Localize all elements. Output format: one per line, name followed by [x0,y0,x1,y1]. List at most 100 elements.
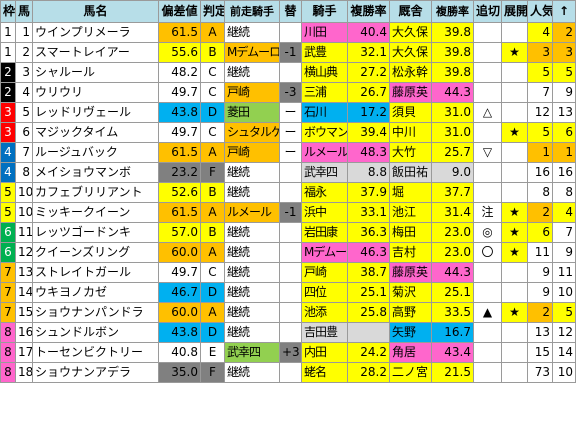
horse-name-cell: クイーンズリング [32,242,159,263]
grade-cell: F [200,162,225,183]
change-cell [279,22,302,43]
deviation-cell: 35.0 [158,362,201,383]
waku-cell: 8 [0,362,16,383]
header-dev: 偏差値 [158,0,201,23]
jockey-cell: 岩田康 [301,222,348,243]
table-row: 2 4 ウリウリ 49.7 C 戸崎 -3 三浦 26.7 藤原英 44.3 7 9 [0,82,576,103]
table-row: 5 10 カフェブリリアント 52.6 B 継続 福永 37.9 堀 37.7 8 8 [0,182,576,203]
horse-name-cell: ウリウリ [32,82,159,103]
tenkai-cell [501,22,528,43]
deviation-cell: 43.8 [158,322,201,343]
oikiri-cell: 〇 [473,242,502,263]
horse-name-cell: シュンドルボン [32,322,159,343]
table-row: 8 16 シュンドルボン 43.8 D 継続 吉田豊 矢野 16.7 13 12 [0,322,576,343]
horse-name-cell: ストレイトガール [32,262,159,283]
header-arrow: ↑ [552,0,576,23]
horse-name-cell: ミッキークイーン [32,202,159,223]
deviation-cell: 49.7 [158,262,201,283]
jockey-cell: 武豊 [301,42,348,63]
uma-cell: 2 [15,42,33,63]
trainer-cell: 松永幹 [389,62,432,83]
last-cell: 10 [552,282,576,303]
jockey-rate-cell: 25.1 [347,282,390,303]
popularity-cell: 15 [527,342,553,363]
oikiri-cell [473,362,502,383]
previous-jockey-cell: 継続 [224,222,280,243]
uma-cell: 16 [15,322,33,343]
tenkai-cell: ★ [501,242,528,263]
change-cell: -1 [279,202,302,223]
jockey-cell: 戸崎 [301,262,348,283]
grade-cell: A [200,22,225,43]
waku-cell: 3 [0,102,16,123]
oikiri-cell: ◎ [473,222,502,243]
trainer-cell: 大竹 [389,142,432,163]
grade-cell: C [200,82,225,103]
last-cell: 9 [552,242,576,263]
trainer-cell: 中川 [389,122,432,143]
tenkai-cell: ★ [501,42,528,63]
change-cell: -1 [279,42,302,63]
last-cell: 5 [552,62,576,83]
change-cell [279,162,302,183]
tenkai-cell [501,282,528,303]
jockey-cell: 石川 [301,102,348,123]
header-change: 替 [279,0,302,23]
table-row: 8 18 ショウナンアデラ 35.0 F 継続 蛯名 28.2 二ノ宮 21.5 73 10 [0,362,576,383]
change-cell [279,322,302,343]
previous-jockey-cell: 継続 [224,162,280,183]
grade-cell: E [200,342,225,363]
trainer-rate-cell: 43.4 [431,342,474,363]
horse-name-cell: ウキヨノカゼ [32,282,159,303]
previous-jockey-cell: 継続 [224,62,280,83]
last-cell: 6 [552,122,576,143]
deviation-cell: 43.8 [158,102,201,123]
jockey-rate-cell: 37.9 [347,182,390,203]
waku-cell: 2 [0,82,16,103]
popularity-cell: 8 [527,182,553,203]
jockey-cell: 三浦 [301,82,348,103]
jockey-rate-cell: 48.3 [347,142,390,163]
waku-cell: 8 [0,342,16,363]
jockey-rate-cell: 32.1 [347,42,390,63]
horse-name-cell: ウインプリメーラ [32,22,159,43]
last-cell: 12 [552,322,576,343]
jockey-cell: 浜中 [301,202,348,223]
previous-jockey-cell: 戸崎 [224,82,280,103]
jockey-rate-cell: 17.2 [347,102,390,123]
grade-cell: F [200,362,225,383]
grade-cell: A [200,202,225,223]
previous-jockey-cell: シュタルケ [224,122,280,143]
last-cell: 8 [552,182,576,203]
horse-name-cell: シャルール [32,62,159,83]
trainer-cell: 吉村 [389,242,432,263]
oikiri-cell: 注 [473,202,502,223]
popularity-cell: 9 [527,282,553,303]
popularity-cell: 1 [527,142,553,163]
header-oikiri: 追切 [473,0,502,23]
oikiri-cell [473,22,502,43]
header-popularity: 人気 [527,0,553,23]
waku-cell: 1 [0,42,16,63]
oikiri-cell [473,322,502,343]
waku-cell: 7 [0,262,16,283]
oikiri-cell [473,282,502,303]
horse-name-cell: ルージュバック [32,142,159,163]
table-row: 3 5 レッドリヴェール 43.8 D 菱田ー石川 17.2 須貝 31.0 △ 12 13 [0,102,576,123]
change-cell: -3 [279,82,302,103]
deviation-cell: 23.2 [158,162,201,183]
trainer-rate-cell: 31.0 [431,122,474,143]
uma-cell: 13 [15,262,33,283]
tenkai-cell: ★ [501,122,528,143]
trainer-cell: 飯田祐 [389,162,432,183]
header-trainer-rate: 複勝率 [431,0,474,23]
popularity-cell: 6 [527,222,553,243]
change-cell [279,262,302,283]
trainer-rate-cell: 16.7 [431,322,474,343]
waku-cell: 4 [0,142,16,163]
trainer-cell: 大久保 [389,42,432,63]
change-cell [279,242,302,263]
previous-jockey-cell: 継続 [224,322,280,343]
deviation-cell: 52.6 [158,182,201,203]
jockey-cell: 吉田豊 [301,322,348,343]
